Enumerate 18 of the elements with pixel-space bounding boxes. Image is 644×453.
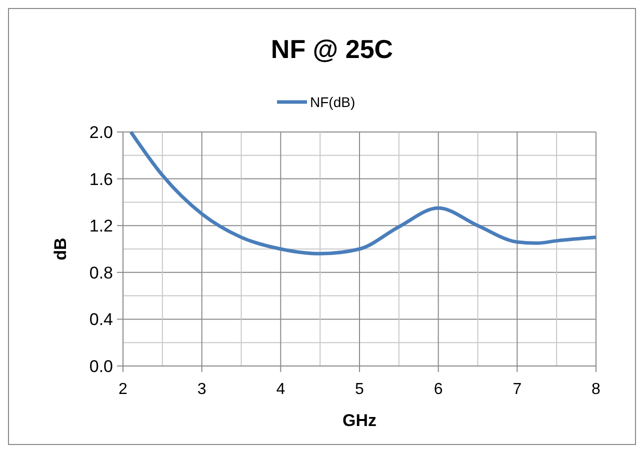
x-tick-label: 5 bbox=[355, 381, 364, 398]
line-series bbox=[129, 130, 598, 256]
chart-title: NF @ 25C bbox=[270, 34, 394, 64]
y-tick-label: 0.8 bbox=[89, 263, 113, 282]
y-tick-label: 0.4 bbox=[89, 310, 113, 330]
y-tick-label: 0.0 bbox=[89, 357, 113, 376]
legend-label: NF(dB) bbox=[310, 94, 356, 110]
x-tick-label: 3 bbox=[197, 381, 206, 398]
x-tick-label: 4 bbox=[276, 381, 286, 398]
y-axis-title: dB bbox=[51, 238, 70, 260]
y-tick-label: 1.6 bbox=[89, 170, 113, 189]
x-tick-label: 6 bbox=[434, 381, 443, 398]
x-tick-label: 8 bbox=[592, 381, 601, 398]
x-tick-label: 7 bbox=[512, 381, 522, 398]
y-tick-label: 2.0 bbox=[89, 123, 113, 142]
x-tick-label: 2 bbox=[118, 381, 128, 398]
y-tick-label: 1.2 bbox=[89, 216, 113, 236]
x-axis-title: GHz bbox=[342, 411, 376, 430]
